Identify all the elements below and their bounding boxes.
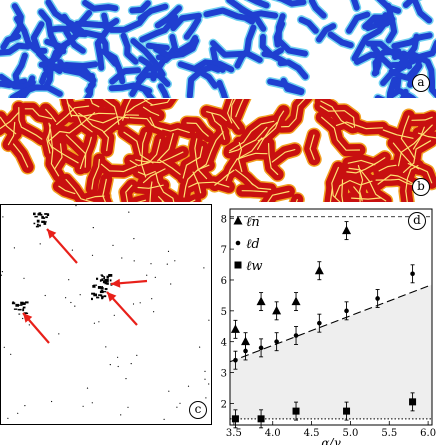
data-point	[231, 409, 239, 429]
data-point	[274, 332, 279, 352]
x-tick-label: 5.5	[381, 428, 397, 439]
y-tick-label: 8	[221, 214, 227, 225]
data-point	[233, 350, 238, 370]
blue-stripes-layer-1	[0, 0, 436, 98]
plot-frame	[229, 208, 433, 426]
red-arrow	[106, 291, 138, 326]
svg-text:ℓd: ℓd	[246, 237, 260, 252]
data-point	[257, 409, 265, 429]
legend-entry: ℓn	[233, 215, 260, 230]
data-point	[293, 326, 299, 345]
shaded-region	[230, 284, 432, 419]
defect-map	[1, 205, 210, 420]
data-point	[243, 341, 248, 361]
red-stripes-layer-2	[0, 99, 436, 202]
panel-d-label: d	[408, 212, 426, 230]
red-arrow	[110, 278, 148, 288]
data-point	[344, 301, 349, 321]
red-arrow	[46, 228, 78, 264]
defect-cluster	[11, 301, 29, 316]
y-tick-label: 4	[221, 338, 227, 349]
y-tick-label: 2	[221, 399, 227, 410]
data-point	[258, 338, 264, 358]
data-point	[230, 319, 240, 339]
scatter-dots	[1, 205, 210, 420]
data-point	[342, 221, 352, 241]
defect-cluster	[33, 212, 50, 228]
data-point	[410, 264, 415, 284]
x-tick-label: 5.0	[342, 428, 358, 439]
data-point	[292, 401, 300, 421]
labyrinth-pattern-blue	[0, 0, 436, 98]
x-axis-label: α/γ	[321, 436, 341, 445]
x-tick-label: 4.0	[265, 428, 281, 439]
x-tick-label: 3.5	[226, 428, 242, 439]
red-arrow	[22, 312, 50, 344]
data-point	[256, 292, 266, 312]
svg-text:ℓw: ℓw	[246, 259, 263, 274]
data-point	[314, 261, 324, 281]
data-point	[343, 401, 351, 421]
legend-entry: ℓd	[235, 237, 260, 252]
data-point	[272, 301, 282, 321]
panel-c-label: c	[189, 401, 207, 419]
y-tick-label: 5	[221, 307, 227, 318]
x-tick-label: 6.0	[420, 428, 436, 439]
y-tick-label: 3	[221, 369, 227, 380]
panel-b-pattern: b	[0, 99, 436, 202]
labyrinth-pattern-red	[0, 99, 436, 202]
scatter-chart: 2 3 4 5 6 7 8 3.5 4.0 4.5 5.0 5.5 6.0 α/γ ℓn ℓd ℓw	[221, 208, 436, 445]
panel-d-chart: 2 3 4 5 6 7 8 3.5 4.0 4.5 5.0 5.5 6.0 α/γ ℓn ℓd ℓw d	[212, 204, 436, 445]
panel-a-label: a	[412, 74, 430, 92]
panel-c-defect-map: c	[0, 204, 212, 425]
legend-entry: ℓw	[234, 259, 263, 274]
x-tick-label: 4.5	[304, 428, 320, 439]
y-tick-label: 6	[221, 276, 227, 287]
data-point	[317, 313, 322, 333]
data-point	[375, 289, 380, 308]
defect-cluster	[91, 284, 108, 301]
panel-a-pattern: a	[0, 0, 436, 98]
data-point	[409, 392, 417, 412]
svg-text:ℓn: ℓn	[246, 215, 260, 230]
fit-line	[229, 284, 433, 363]
data-point	[291, 292, 301, 312]
y-tick-label: 7	[221, 245, 227, 256]
panel-b-label: b	[412, 178, 430, 196]
